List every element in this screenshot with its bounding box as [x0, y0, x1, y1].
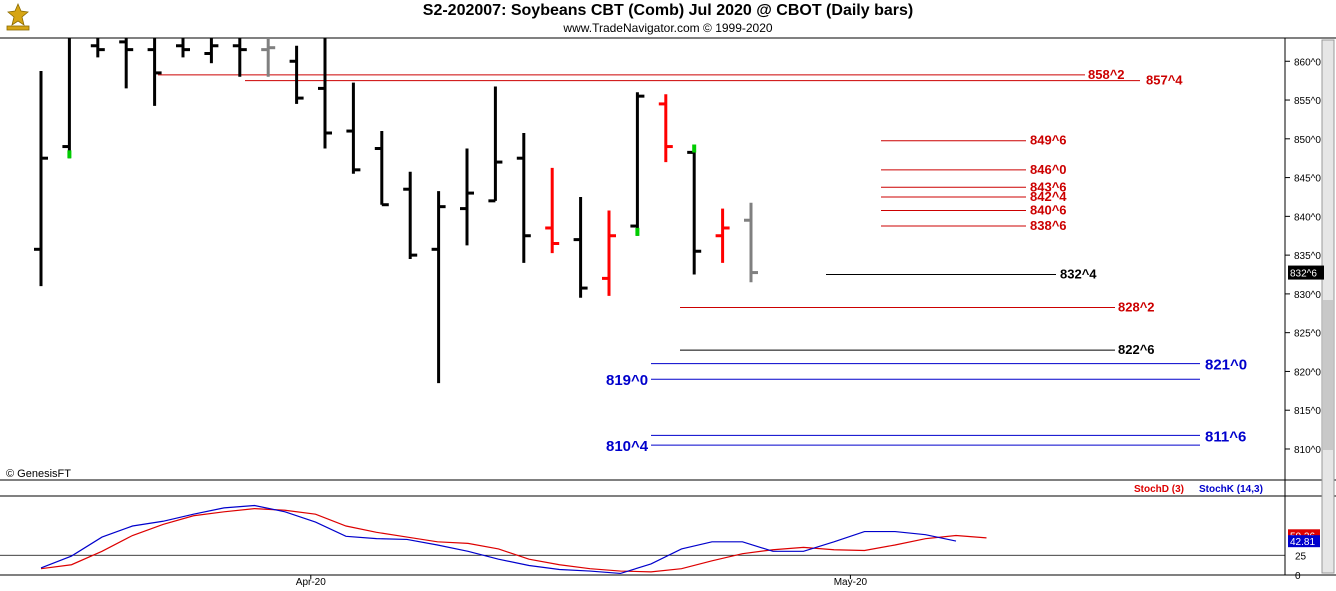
- bull-bear-logo-icon: [6, 2, 30, 31]
- current-price-label: 832^6: [1290, 269, 1317, 280]
- level-label: 842^4: [1030, 189, 1067, 204]
- level-label: 846^0: [1030, 162, 1067, 177]
- level-label: 849^6: [1030, 133, 1067, 148]
- chart-frame: [0, 37, 1336, 576]
- level-label: 811^6: [1205, 428, 1246, 445]
- level-label: 858^2: [1088, 67, 1125, 82]
- chart-subtitle: www.TradeNavigator.com © 1999-2020: [563, 21, 773, 35]
- stochd-line: [40, 508, 987, 573]
- y-tick-label: 835^0: [1294, 251, 1321, 262]
- y-tick-label: 845^0: [1294, 174, 1321, 185]
- current-price-box: [1288, 265, 1324, 280]
- level-label: 838^6: [1030, 218, 1067, 233]
- stoch-value-box: [1288, 535, 1320, 548]
- level-label: 857^4: [1146, 73, 1183, 88]
- stoch-tick-label: 0: [1295, 571, 1301, 582]
- y-tick-label: 815^0: [1294, 406, 1321, 417]
- y-tick-label: 810^0: [1294, 445, 1321, 456]
- level-label: 822^6: [1118, 342, 1155, 357]
- x-tick-label: Apr-20: [296, 577, 326, 588]
- chart-title: S2-202007: Soybeans CBT (Comb) Jul 2020 …: [422, 2, 914, 19]
- stochk-line: [40, 504, 957, 575]
- price-levels: 858^2 857^4 849^6 846^0 843^6842^4840^6838^6…: [158, 67, 1247, 455]
- y-tick-label: 850^0: [1294, 135, 1321, 146]
- level-label: 821^0: [1205, 357, 1247, 374]
- y-tick-label: 860^0: [1294, 57, 1321, 68]
- level-label: 840^6: [1030, 203, 1067, 218]
- level-label: 832^4: [1060, 267, 1097, 282]
- level-label: 843^6: [1030, 179, 1067, 194]
- credit-text: © GenesisFT: [6, 468, 71, 480]
- x-tick-label: May-20: [834, 577, 868, 588]
- level-label: 828^2: [1118, 299, 1155, 314]
- stoch-legend-k: StochK (14,3): [1199, 484, 1263, 495]
- level-label: 819^0: [606, 372, 648, 389]
- y-tick-label: 840^0: [1294, 212, 1321, 223]
- level-label: 810^4: [606, 438, 649, 455]
- y-tick-label: 830^0: [1294, 290, 1321, 301]
- price-bars: [34, 38, 758, 384]
- scrollbar-thumb: [1323, 300, 1333, 450]
- y-tick-label: 825^0: [1294, 329, 1321, 340]
- y-tick-label: 820^0: [1294, 367, 1321, 378]
- y-tick-label: 855^0: [1294, 96, 1321, 107]
- stoch-legend-d: StochD (3): [1134, 484, 1184, 495]
- stoch-tick-label: 25: [1295, 551, 1307, 562]
- price-axis: 810^0 815^0 820^0 825^0 830^0 835^0 840^0 845^0…: [1285, 57, 1324, 456]
- stoch-value-label: 42.81: [1290, 537, 1315, 548]
- chart-header: S2-202007: Soybeans CBT (Comb) Jul 2020 …: [0, 0, 1336, 38]
